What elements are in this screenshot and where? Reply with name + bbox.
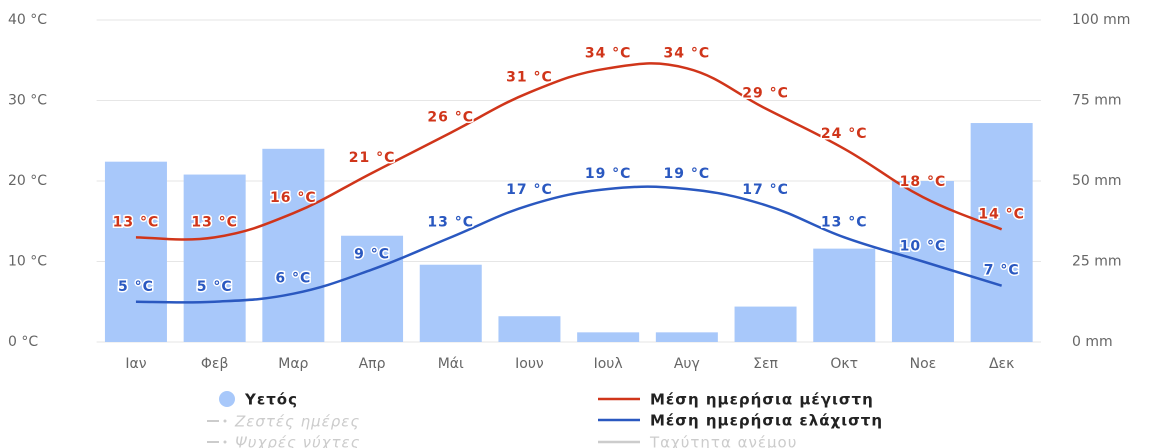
x-tick-label: Μάι (438, 356, 464, 372)
y2-tick-label: 0 mm (1072, 334, 1113, 350)
data-label: 16 °C (270, 190, 317, 206)
data-label: 10 °C (900, 239, 947, 255)
data-label: 5 °C (118, 279, 154, 295)
x-tick-label: Ιαν (125, 356, 146, 372)
bar (498, 316, 561, 342)
data-label: 13 °C (191, 214, 238, 230)
bar (813, 248, 876, 342)
y-tick-label: 40 °C (8, 12, 47, 28)
y2-tick-label: 75 mm (1072, 93, 1122, 109)
x-tick-label: Αυγ (674, 356, 700, 372)
line (135, 185, 1003, 304)
bar (104, 161, 167, 342)
y-tick-label: 0 °C (8, 334, 38, 350)
bar (262, 148, 325, 342)
data-label: 19 °C (664, 166, 711, 182)
bar (419, 264, 482, 342)
legend-label[interactable]: Ταχύτητα ανέμου (649, 434, 797, 448)
x-tick-label: Δεκ (989, 356, 1014, 372)
data-label: 31 °C (506, 69, 553, 85)
data-label: 13 °C (427, 214, 474, 230)
data-label: 19 °C (585, 166, 632, 182)
y2-tick-label: 100 mm (1072, 12, 1130, 28)
legend-label[interactable]: Μέση ημερήσια ελάχιστη (650, 412, 883, 430)
data-label: 34 °C (664, 45, 711, 61)
data-label: 7 °C (984, 263, 1020, 279)
data-label: 24 °C (821, 126, 868, 142)
x-tick-label: Ιουλ (594, 356, 623, 372)
data-label: 17 °C (506, 182, 553, 198)
x-tick-label: Σεπ (753, 356, 778, 372)
bar (655, 332, 718, 342)
legend-marker (219, 391, 235, 407)
y-tick-label: 30 °C (8, 93, 47, 109)
x-tick-label: Ιουν (515, 356, 544, 372)
data-label: 21 °C (349, 150, 396, 166)
x-tick-label: Μαρ (278, 356, 308, 372)
data-label: 9 °C (354, 247, 390, 263)
x-tick-label: Απρ (359, 356, 386, 372)
legend-label[interactable]: Ζεστές ημέρες (234, 413, 360, 431)
x-tick-label: Οκτ (830, 356, 858, 372)
data-label: 6 °C (275, 271, 311, 287)
legend-label[interactable]: Ψυχρές νύχτες (235, 434, 360, 448)
bar (183, 174, 246, 342)
legend-label[interactable]: Μέση ημερήσια μέγιστη (650, 391, 874, 409)
data-label: 14 °C (978, 206, 1025, 222)
data-label: 34 °C (585, 45, 632, 61)
bar (970, 123, 1033, 342)
line (135, 62, 1003, 241)
legend-label[interactable]: Υετός (244, 391, 298, 409)
y-tick-label: 10 °C (8, 254, 47, 270)
data-label: 26 °C (427, 110, 474, 126)
legend-marker (223, 419, 227, 423)
data-label: 18 °C (900, 174, 947, 190)
y-tick-label: 20 °C (8, 173, 47, 189)
bar (734, 306, 797, 342)
x-tick-label: Φεβ (201, 356, 229, 372)
legend-marker (223, 440, 227, 444)
data-label: 29 °C (742, 86, 789, 102)
y2-tick-label: 50 mm (1072, 173, 1122, 189)
y2-tick-label: 25 mm (1072, 254, 1122, 270)
data-label: 13 °C (821, 214, 868, 230)
bar (341, 235, 404, 342)
bar (577, 332, 640, 342)
data-label: 13 °C (113, 214, 160, 230)
x-tick-label: Νοε (910, 356, 937, 372)
data-label: 5 °C (197, 279, 233, 295)
data-label: 17 °C (742, 182, 789, 198)
